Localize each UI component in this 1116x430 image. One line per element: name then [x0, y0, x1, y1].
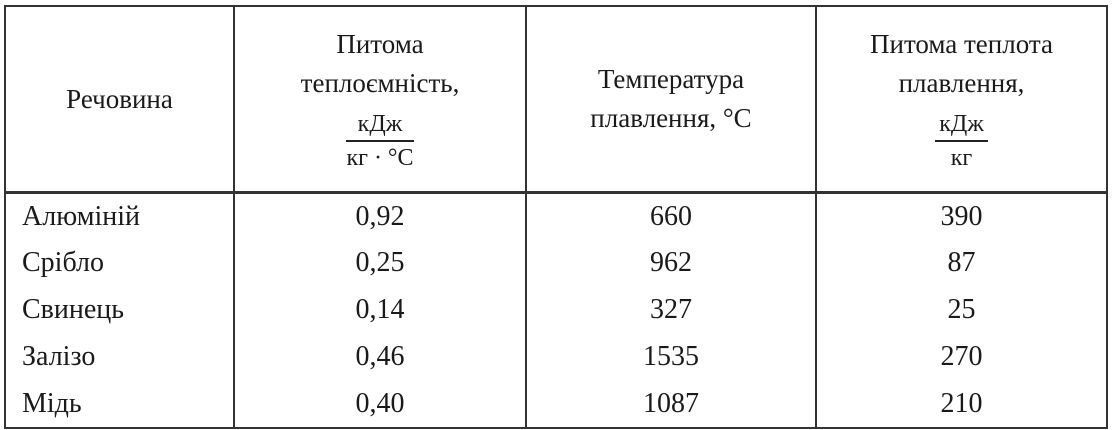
header-melting-temp: Температура плавлення, °С: [526, 6, 817, 194]
melting-temp-cell: 1535: [526, 333, 817, 381]
header-substance-title: Речовина: [66, 83, 173, 114]
melting-temp-cell: 1087: [526, 380, 817, 428]
heat-capacity-cell: 0,92: [234, 192, 527, 240]
substances-properties-table: Речовина Питома теплоємність, кДж кг · °…: [4, 5, 1108, 429]
table-row: Алюміній 0,92 660 390: [5, 192, 1107, 240]
substances-properties-table-wrap: Речовина Питома теплоємність, кДж кг · °…: [4, 5, 1108, 429]
heat-capacity-cell: 0,40: [234, 380, 527, 428]
table-body: Алюміній 0,92 660 390 Срібло 0,25 962 87…: [5, 192, 1107, 428]
heat-of-fusion-unit-fraction: кДж кг: [935, 109, 988, 173]
heat-capacity-cell: 0,46: [234, 333, 527, 381]
table-row: Свинець 0,14 327 25: [5, 286, 1107, 334]
substance-cell: Залізо: [5, 333, 235, 381]
table-row: Залізо 0,46 1535 270: [5, 333, 1107, 381]
heat-of-fusion-cell: 390: [940, 200, 983, 232]
heat-of-fusion-cell: 87: [947, 247, 976, 278]
heat-capacity-unit-fraction: кДж кг · °С: [346, 111, 414, 171]
header-row: Речовина Питома теплоємність, кДж кг · °…: [5, 6, 1107, 194]
table-header: Речовина Питома теплоємність, кДж кг · °…: [5, 6, 1107, 194]
header-substance: Речовина: [5, 6, 235, 194]
heat-of-fusion-cell: 25: [947, 294, 976, 325]
heat-capacity-cell: 0,14: [234, 286, 527, 334]
header-heat-of-fusion: Питома теплота плавлення, кДж кг: [816, 6, 1107, 194]
heat-capacity-cell: 0,25: [234, 239, 527, 287]
heat-of-fusion-cell: 210: [940, 387, 983, 419]
substance-cell: Срібло: [5, 239, 235, 287]
substance-cell: Свинець: [5, 286, 235, 334]
header-heat-capacity: Питома теплоємність, кДж кг · °С: [234, 6, 527, 194]
melting-temp-cell: 962: [526, 239, 817, 287]
heat-of-fusion-cell: 270: [940, 341, 983, 372]
table-row: Срібло 0,25 962 87: [5, 239, 1107, 287]
substance-cell: Алюміній: [5, 192, 235, 240]
table-row: Мідь 0,40 1087 210: [5, 380, 1107, 428]
melting-temp-cell: 327: [526, 286, 817, 334]
substance-cell: Мідь: [5, 380, 235, 428]
melting-temp-cell: 660: [526, 192, 817, 240]
